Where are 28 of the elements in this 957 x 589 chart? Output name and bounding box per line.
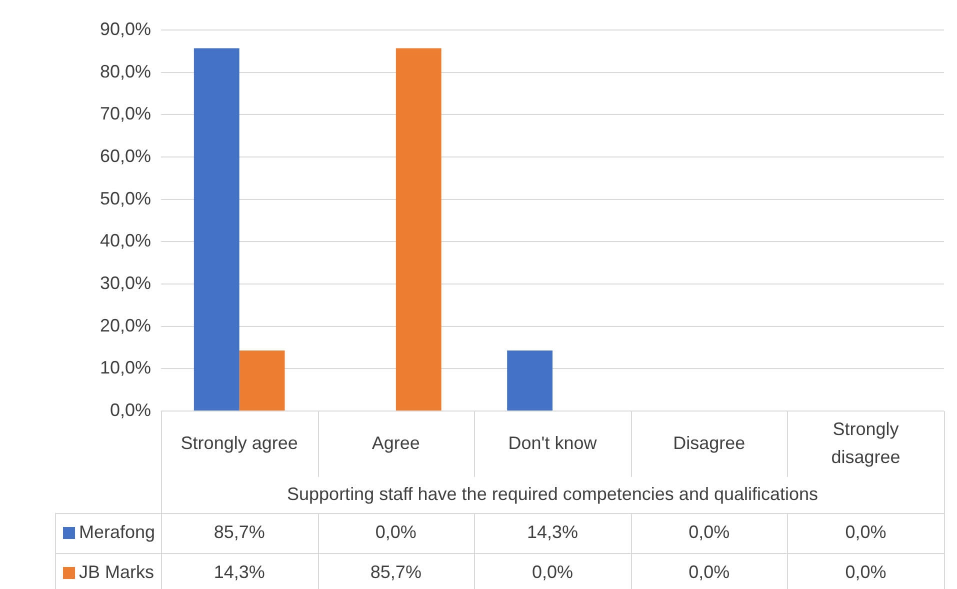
y-tick-label: 50,0%	[100, 188, 152, 208]
legend-label: JB Marks	[79, 562, 154, 582]
data-label: 0,0%	[532, 562, 574, 582]
data-label: 0,0%	[688, 522, 730, 542]
y-tick-label: 70,0%	[100, 104, 152, 124]
y-tick-label: 10,0%	[100, 358, 152, 378]
data-label: 0,0%	[845, 562, 886, 582]
legend-label: Merafong	[79, 522, 156, 542]
y-tick-label: 20,0%	[100, 315, 152, 336]
data-label: 0,0%	[845, 522, 886, 542]
y-tick-label: 90,0%	[100, 18, 152, 39]
y-tick-label: 30,0%	[100, 272, 152, 293]
data-label: 0,0%	[688, 562, 730, 582]
y-tick-label: 60,0%	[100, 146, 152, 166]
y-tick-label: 80,0%	[100, 61, 152, 82]
x-axis-title: Supporting staff have the required competencies and qualifications	[287, 484, 818, 504]
x-tick-label: Agree	[372, 432, 420, 453]
data-label: 14,3%	[526, 522, 578, 542]
x-tick-label: Strongly disagree	[831, 418, 900, 467]
data-label: 0,0%	[375, 522, 416, 542]
x-tick-label: Strongly agree	[180, 432, 298, 453]
x-tick-label: Disagree	[673, 432, 746, 453]
data-label: 14,3%	[214, 562, 265, 582]
y-tick-label: 40,0%	[100, 230, 152, 251]
data-label: 85,7%	[370, 562, 422, 582]
y-tick-label: 0,0%	[110, 400, 152, 420]
data-label: 85,7%	[214, 522, 265, 542]
x-tick-label: Don't know	[508, 432, 598, 453]
